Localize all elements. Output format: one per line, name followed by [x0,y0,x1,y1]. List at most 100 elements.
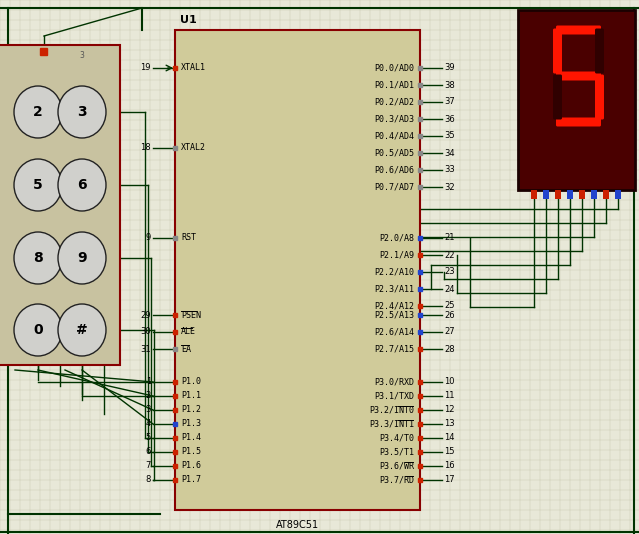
Text: P2.7/A15: P2.7/A15 [374,344,414,354]
Text: P0.4/AD4: P0.4/AD4 [374,131,414,140]
Text: EA: EA [181,344,191,354]
Text: 31: 31 [141,344,151,354]
Text: P2.4/A12: P2.4/A12 [374,302,414,310]
Text: 24: 24 [444,285,454,294]
Text: 12: 12 [444,405,454,414]
Text: 36: 36 [444,114,455,123]
Text: 14: 14 [444,434,454,443]
Text: 37: 37 [444,98,455,106]
Text: P2.2/A10: P2.2/A10 [374,268,414,277]
Text: P3.7/RD: P3.7/RD [379,475,414,484]
Bar [543,190,549,199]
Text: P3.0/RXD: P3.0/RXD [374,378,414,387]
Text: P1.0: P1.0 [181,378,201,387]
Bar [40,48,47,55]
Text: 11: 11 [444,391,454,400]
Text: 38: 38 [444,81,455,90]
Text: P1.3: P1.3 [181,420,201,428]
Text: 32: 32 [444,183,454,192]
FancyBboxPatch shape [553,75,562,120]
Text: P0.7/AD7: P0.7/AD7 [374,183,414,192]
Text: P1.4: P1.4 [181,434,201,443]
Text: 16: 16 [444,461,454,470]
Ellipse shape [14,232,62,284]
FancyBboxPatch shape [556,26,601,35]
Text: 6: 6 [146,447,151,457]
Text: P3.1/TXD: P3.1/TXD [374,391,414,400]
Text: 25: 25 [444,302,454,310]
Text: #: # [76,323,88,337]
Text: 30: 30 [141,327,151,336]
Text: 5: 5 [146,434,151,443]
Ellipse shape [58,232,106,284]
Text: P1.5: P1.5 [181,447,201,457]
Text: P1.1: P1.1 [181,391,201,400]
Text: 17: 17 [444,475,454,484]
Text: P0.0/AD0: P0.0/AD0 [374,64,414,73]
Text: 5: 5 [33,178,43,192]
Text: 3: 3 [146,405,151,414]
Ellipse shape [14,304,62,356]
Text: P1.7: P1.7 [181,475,201,484]
Text: ALE: ALE [181,327,196,336]
Text: 21: 21 [444,233,454,242]
Text: 15: 15 [444,447,454,457]
Text: P1.6: P1.6 [181,461,201,470]
FancyBboxPatch shape [556,72,601,81]
Text: P2.0/A8: P2.0/A8 [379,233,414,242]
Text: XTAL1: XTAL1 [181,64,206,73]
Text: 39: 39 [444,64,454,73]
Text: P0.6/AD6: P0.6/AD6 [374,166,414,175]
FancyBboxPatch shape [595,28,604,74]
Text: P3.5/T1: P3.5/T1 [379,447,414,457]
Text: XTAL2: XTAL2 [181,144,206,153]
Text: P0.5/AD5: P0.5/AD5 [374,148,414,158]
Text: P2.6/A14: P2.6/A14 [374,327,414,336]
Ellipse shape [58,304,106,356]
Bar [175,30,420,510]
Text: 33: 33 [444,166,455,175]
Text: 28: 28 [444,344,454,354]
Text: PSEN: PSEN [181,310,201,319]
Bar [518,10,635,190]
Text: P3.4/T0: P3.4/T0 [379,434,414,443]
Text: 26: 26 [444,310,454,319]
Text: 34: 34 [444,148,454,158]
Text: 23: 23 [444,268,454,277]
Text: P0.1/AD1: P0.1/AD1 [374,81,414,90]
Text: 8: 8 [146,475,151,484]
Text: 9: 9 [146,233,151,242]
Bar [591,190,597,199]
Text: 3: 3 [77,105,87,119]
Ellipse shape [14,86,62,138]
FancyBboxPatch shape [556,117,601,127]
Text: 22: 22 [444,250,454,260]
Text: P1.2: P1.2 [181,405,201,414]
Bar [0,45,120,365]
Ellipse shape [58,86,106,138]
Text: P2.5/A13: P2.5/A13 [374,310,414,319]
Bar [615,190,621,199]
Text: 1: 1 [146,378,151,387]
Text: 3: 3 [80,51,84,59]
Text: 6: 6 [77,178,87,192]
Text: 0: 0 [33,323,43,337]
Text: 2: 2 [146,391,151,400]
Bar [567,190,573,199]
Ellipse shape [58,159,106,211]
Text: 35: 35 [444,131,454,140]
Text: 2: 2 [33,105,43,119]
Text: U1: U1 [180,15,197,25]
Bar [579,190,585,199]
Text: P3.6/WR: P3.6/WR [379,461,414,470]
Text: 7: 7 [146,461,151,470]
Text: P0.2/AD2: P0.2/AD2 [374,98,414,106]
Ellipse shape [14,159,62,211]
Text: P2.1/A9: P2.1/A9 [379,250,414,260]
Text: P3.3/INT1: P3.3/INT1 [369,420,414,428]
Text: RST: RST [181,233,196,242]
Text: 8: 8 [33,251,43,265]
Text: P0.3/AD3: P0.3/AD3 [374,114,414,123]
Text: 29: 29 [141,310,151,319]
Text: 10: 10 [444,378,454,387]
